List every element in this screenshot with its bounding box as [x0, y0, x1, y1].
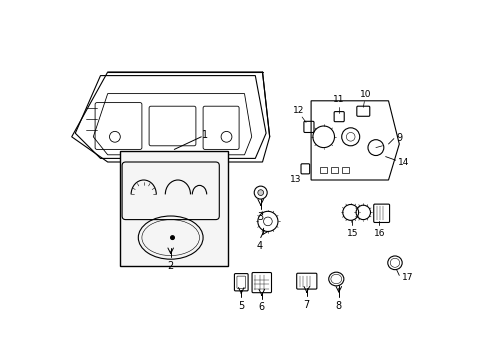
Text: 4: 4	[256, 241, 263, 251]
Circle shape	[257, 190, 263, 195]
Text: 15: 15	[346, 229, 358, 238]
Text: 9: 9	[396, 132, 402, 143]
Text: 6: 6	[258, 302, 264, 312]
Bar	[341, 167, 348, 173]
Text: 2: 2	[167, 261, 173, 271]
Text: 13: 13	[290, 175, 301, 184]
Text: 12: 12	[292, 106, 304, 115]
Circle shape	[170, 236, 174, 239]
Bar	[320, 167, 326, 173]
Text: 16: 16	[373, 229, 385, 238]
Text: 17: 17	[401, 274, 413, 282]
Text: 11: 11	[333, 95, 344, 104]
Text: 7: 7	[303, 300, 309, 310]
Bar	[120, 151, 228, 266]
Bar	[330, 167, 337, 173]
Text: 5: 5	[238, 301, 244, 311]
Text: 1: 1	[202, 130, 207, 140]
Text: 8: 8	[335, 301, 341, 311]
Text: 14: 14	[397, 158, 408, 166]
Text: 3: 3	[257, 212, 263, 222]
Text: 10: 10	[360, 90, 371, 99]
